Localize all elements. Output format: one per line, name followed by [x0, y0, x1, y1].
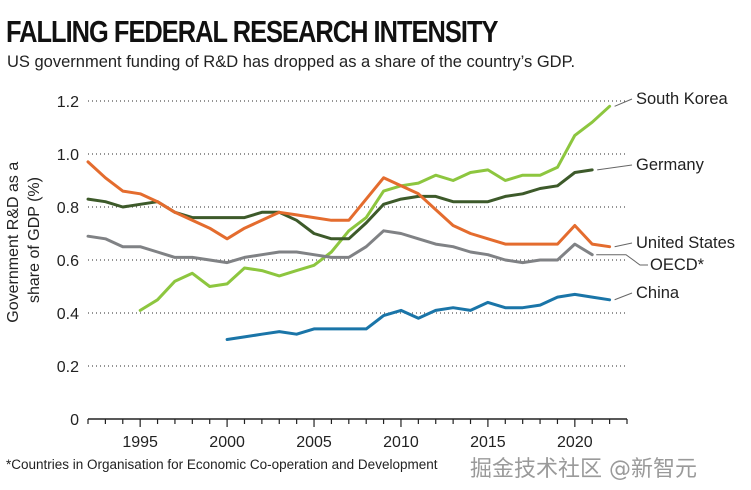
- x-tick-label: 2020: [557, 434, 593, 451]
- chart-subtitle: US government funding of R&D has dropped…: [7, 53, 576, 71]
- footnote: *Countries in Organisation for Economic …: [6, 457, 438, 472]
- watermark: 掘金技术社区 @新智元: [470, 457, 697, 482]
- grid-lines: [88, 100, 627, 367]
- y-tick-label: 1.0: [57, 147, 79, 164]
- y-tick-label: 1.2: [57, 94, 79, 111]
- y-axis-label: Government R&D as a share of GDP (%): [5, 157, 43, 322]
- y-tick-label: 0.8: [57, 200, 79, 217]
- x-tick-label: 2005: [296, 434, 332, 451]
- series-end-label: South Korea: [636, 90, 729, 108]
- y-tick-label: 0.2: [57, 359, 79, 376]
- x-tick-label: 2015: [470, 434, 506, 451]
- y-axis-label-line-2: share of GDP (%): [26, 177, 43, 303]
- series-line: [225, 292, 612, 341]
- y-tick-label: 0.4: [57, 306, 79, 323]
- series-end-label: United States: [636, 234, 735, 252]
- series-line: [86, 160, 612, 249]
- chart-title: FALLING FEDERAL RESEARCH INTENSITY: [6, 14, 498, 49]
- series-end-label: OECD*: [650, 256, 705, 274]
- axes: 0 0.2 0.4 0.6 0.8 1.0 1.2 1995 2000 2005 2010 2015 2…: [57, 94, 628, 451]
- y-axis-label-line-1: Government R&D as a: [5, 162, 22, 323]
- series-line: [86, 229, 594, 265]
- label-leader-line: [614, 242, 633, 248]
- end-labels: South Korea Germany United States OECD* Chin…: [596, 90, 735, 302]
- series-lines: [86, 104, 612, 341]
- y-tick-label: 0.6: [57, 253, 79, 270]
- label-leader-line: [614, 98, 633, 107]
- label-leader-line: [614, 292, 633, 301]
- series-line: [138, 104, 612, 312]
- x-tick-label: 2000: [209, 434, 245, 451]
- label-leader-line: [596, 254, 648, 266]
- series-end-label: Germany: [636, 156, 705, 174]
- x-tick-label: 2010: [383, 434, 419, 451]
- y-tick-label: 0: [70, 412, 79, 429]
- series-end-label: China: [636, 284, 680, 302]
- label-leader-line: [597, 164, 633, 171]
- x-tick-label: 1995: [122, 434, 158, 451]
